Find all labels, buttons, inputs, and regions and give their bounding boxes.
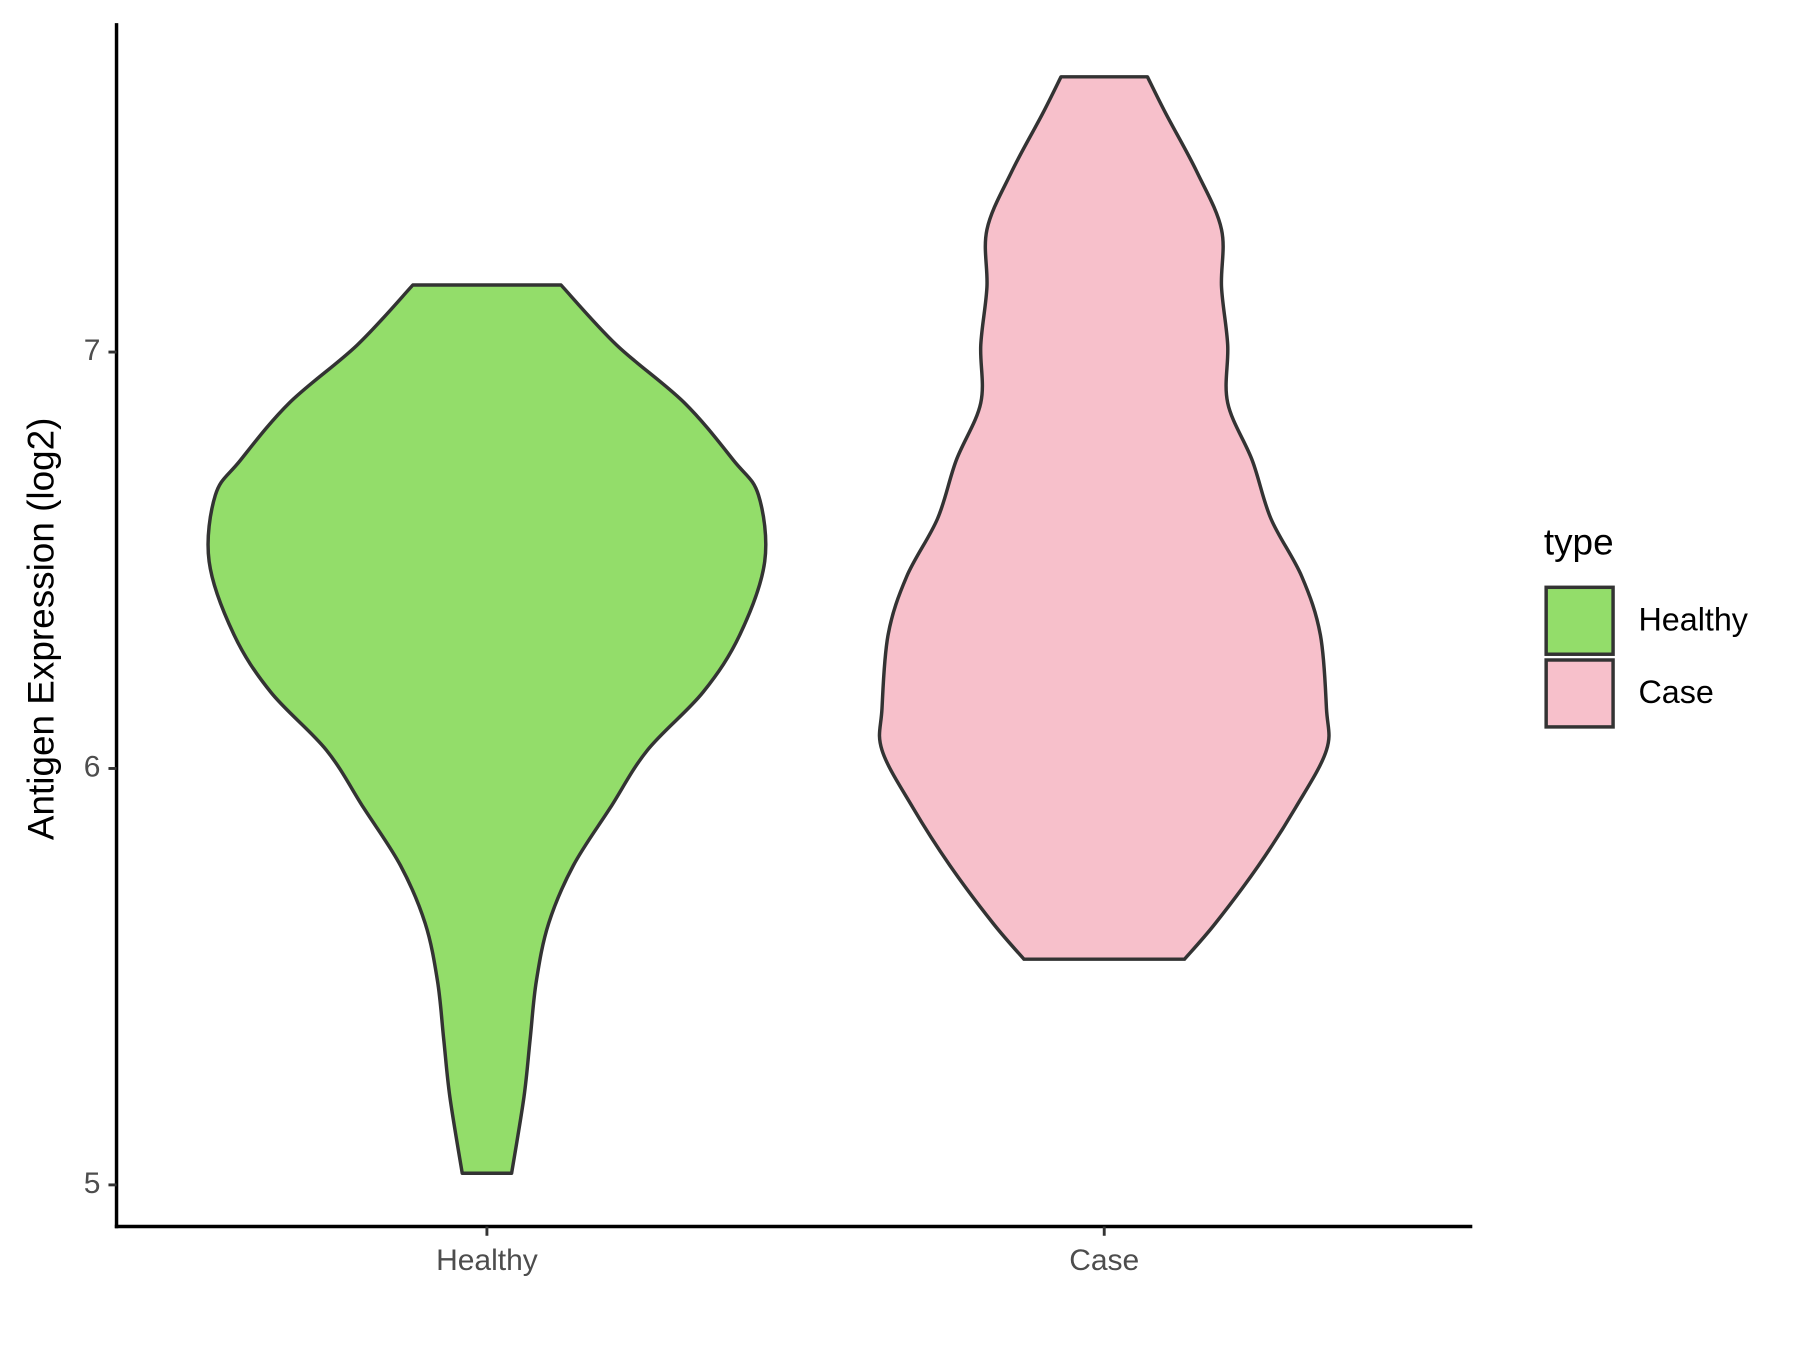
y-tick-label: 6 [84,750,101,783]
legend-label: Case [1638,674,1713,710]
x-tick-label: Healthy [436,1244,538,1277]
legend-label: Healthy [1638,601,1748,637]
legend-title: type [1544,521,1614,562]
y-tick-label: 7 [84,334,101,367]
violin [877,75,1331,961]
violin [206,283,768,1175]
x-tick-label: Case [1069,1244,1139,1277]
legend-key [1544,585,1615,656]
y-axis-label: Antigen Expression (log2) [21,418,62,841]
y-tick-label: 5 [84,1167,101,1200]
legend-key [1544,658,1615,729]
